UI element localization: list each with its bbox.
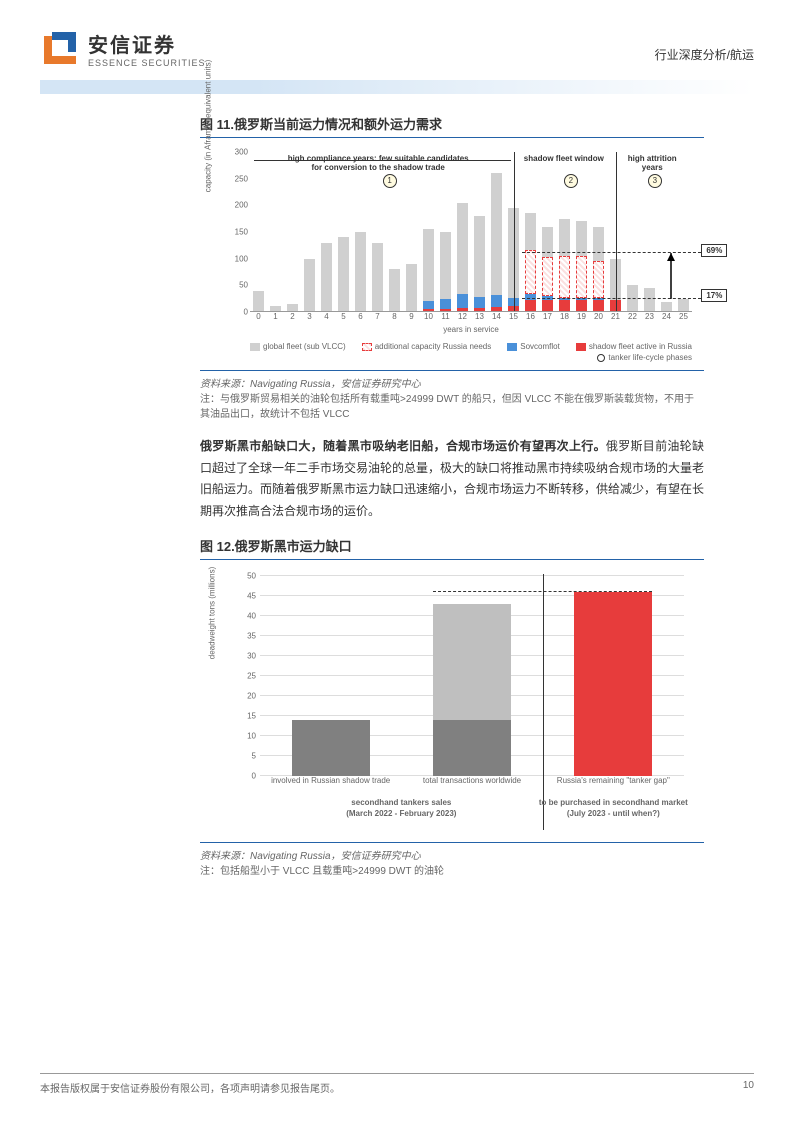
- fig11-legend: global fleet (sub VLCC) additional capac…: [250, 342, 692, 362]
- logo-icon: [40, 28, 80, 68]
- bar-sovcomflot: [423, 301, 435, 309]
- fig12-xlabel: total transactions worldwide: [402, 776, 542, 786]
- page-header: 安信证券 ESSENCE SECURITIES 行业深度分析/航运: [0, 0, 794, 76]
- bar-global: [372, 243, 384, 312]
- phase-divider: [616, 152, 617, 312]
- paragraph: 俄罗斯黑市船缺口大，随着黑市吸纳老旧船，合规市场运价有望再次上行。俄罗斯目前油轮…: [200, 436, 704, 522]
- bar-global: [406, 264, 418, 312]
- fig12-yaxis: 05101520253035404550: [238, 576, 258, 776]
- fig11-xaxis: years in service 01234567891011121314151…: [250, 312, 692, 334]
- phase-divider: [514, 152, 515, 312]
- bar-global: [253, 291, 265, 312]
- bar-global: [389, 269, 401, 312]
- bar-sovcomflot: [457, 294, 469, 307]
- annot-phase1: high compliance years: few suitable cand…: [268, 154, 489, 172]
- callout-69: 69%: [701, 244, 727, 257]
- content: 图 11.俄罗斯当前运力情况和额外运力需求 capacity (in Afram…: [0, 114, 794, 879]
- header-divider: [40, 80, 754, 94]
- fig12-group2: to be purchased in secondhand market(Jul…: [513, 798, 713, 819]
- bar-segment: [292, 720, 370, 776]
- fig11-chart: capacity (in Aframax equivalent units) 0…: [200, 137, 704, 371]
- bar-global: [304, 259, 316, 312]
- bar-sovcomflot: [474, 297, 486, 308]
- fig12-group1: secondhand tankers sales(March 2022 - Fe…: [301, 798, 501, 819]
- footer-copyright: 本报告版权属于安信证券股份有限公司，各项声明请参见报告尾页。: [40, 1080, 340, 1095]
- page-number: 10: [743, 1080, 754, 1095]
- header-category: 行业深度分析/航运: [655, 28, 754, 63]
- bar-global: [321, 243, 333, 312]
- fig12-ylabel: deadweight tons (millions): [208, 567, 217, 660]
- footer: 本报告版权属于安信证券股份有限公司，各项声明请参见报告尾页。 10: [40, 1073, 754, 1095]
- bar-global: [678, 299, 690, 312]
- fig12-xlabel: Russia's remaining "tanker gap": [543, 776, 683, 786]
- bar-global: [338, 237, 350, 312]
- fig11-yaxis: 050100150200250300: [230, 152, 250, 312]
- fig12-xaxis: involved in Russian shadow tradetotal tr…: [260, 776, 684, 830]
- fig11-xlabel: years in service: [443, 325, 499, 334]
- fig11-ylabel: capacity (in Aframax equivalent units): [204, 60, 213, 193]
- fig12-note: 注：包括船型小于 VLCC 且载重吨>24999 DWT 的油轮: [200, 864, 704, 879]
- bar-global: [644, 288, 656, 312]
- bar-sovcomflot: [491, 295, 503, 307]
- phase-circle: 2: [564, 174, 578, 188]
- bar-segment: [574, 592, 652, 776]
- bar-sovcomflot: [440, 299, 452, 310]
- bar-global: [355, 232, 367, 312]
- fig11-plot: high compliance years: few suitable cand…: [250, 152, 692, 312]
- annot-phase3: high attrition years: [617, 154, 688, 172]
- fig12-chart: deadweight tons (millions) 0510152025303…: [200, 559, 704, 843]
- phase-circle: 1: [383, 174, 397, 188]
- bar-segment: [433, 604, 511, 720]
- fig11-note: 注：与俄罗斯贸易相关的油轮包括所有载重吨>24999 DWT 的船只，但因 VL…: [200, 392, 704, 422]
- callout-17: 17%: [701, 289, 727, 302]
- logo-cn: 安信证券: [88, 29, 206, 58]
- phase-circle: 3: [648, 174, 662, 188]
- bar-need: [576, 256, 588, 298]
- fig11-source: 资料来源：Navigating Russia，安信证券研究中心: [200, 375, 704, 390]
- bar-need: [542, 257, 554, 296]
- bar-need: [559, 256, 571, 298]
- fig12-title: 图 12.俄罗斯黑市运力缺口: [200, 536, 704, 555]
- bar-global: [491, 173, 503, 312]
- logo: 安信证券 ESSENCE SECURITIES: [40, 28, 206, 68]
- fig12-plot: [260, 576, 684, 776]
- fig11-title: 图 11.俄罗斯当前运力情况和额外运力需求: [200, 114, 704, 133]
- bar-sovcomflot: [525, 294, 537, 300]
- annot-phase2: shadow fleet window: [515, 154, 612, 163]
- fig12-source: 资料来源：Navigating Russia，安信证券研究中心: [200, 847, 704, 862]
- bar-global: [423, 229, 435, 312]
- bar-need: [525, 250, 537, 294]
- bar-segment: [433, 720, 511, 776]
- logo-en: ESSENCE SECURITIES: [88, 58, 206, 68]
- bar-need: [593, 261, 605, 297]
- fig12-xlabel: involved in Russian shadow trade: [261, 776, 401, 786]
